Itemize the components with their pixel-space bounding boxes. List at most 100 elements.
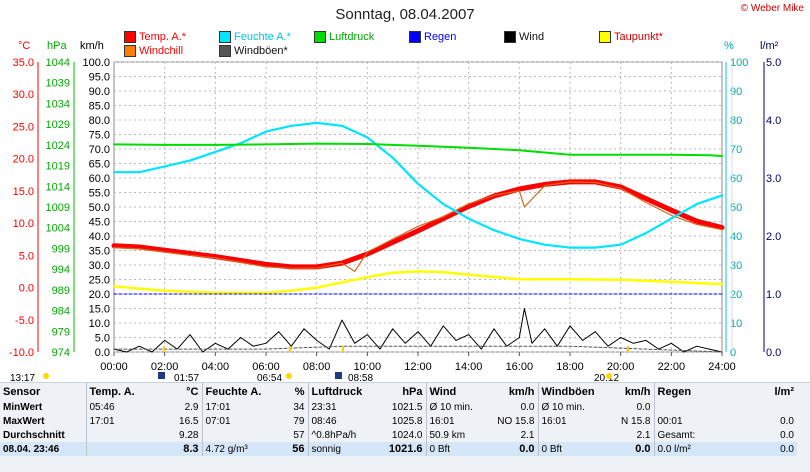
table-cell: 2.1: [636, 429, 651, 441]
table-cell: N 15.8: [621, 415, 651, 427]
x-tick-label: 20:00: [607, 361, 635, 373]
wind-tick-label: 65.0: [89, 159, 110, 171]
event-tick: [163, 346, 165, 352]
table-cell: sonnig: [307, 442, 378, 456]
humidity-unit: %: [724, 40, 734, 52]
legend-item: Regen: [409, 31, 456, 43]
table-cell: Wind: [425, 383, 488, 400]
legend-swatch: [599, 31, 611, 43]
pressure-tick-label: 979: [52, 326, 70, 338]
humidity-tick-label: 40: [730, 231, 742, 243]
humidity-tick-label: 20: [730, 289, 742, 301]
table-cell: 0 Bft: [537, 442, 604, 456]
table-cell: [537, 428, 604, 442]
x-tick-label: 12:00: [404, 361, 432, 373]
table-cell: 1025.8: [391, 415, 423, 427]
pressure-tick-label: 1029: [46, 119, 70, 131]
table-row: Durchschnitt 9.28 57 ^0.8hPa/h 1024.0 50.9 km…: [0, 428, 797, 442]
series-line: [112, 270, 724, 294]
wind-tick-label: 15.0: [89, 304, 110, 316]
table-cell: 1021.6: [378, 442, 426, 456]
table-cell: 2.9: [184, 401, 199, 413]
table-cell: °C: [186, 385, 199, 398]
chart-title: Sonntag, 08.04.2007: [335, 6, 475, 23]
x-tick-label: 10:00: [354, 361, 382, 373]
event-tick: [342, 346, 344, 352]
temp-tick-label: -10.0: [9, 347, 34, 359]
marker-label: 13:17: [10, 373, 35, 382]
rain-tick-label: 2.0: [766, 231, 781, 243]
table-cell: %: [294, 385, 305, 398]
pressure-tick-label: 1024: [46, 140, 70, 152]
table-cell: 0 Bft: [425, 442, 488, 456]
marker-label: 08:58: [348, 373, 373, 382]
rain-unit: l/m²: [760, 40, 779, 52]
table-cell: 05:46: [85, 400, 152, 414]
table-cell: [85, 442, 152, 456]
wind-tick-label: 80.0: [89, 115, 110, 127]
x-tick-label: 22:00: [658, 361, 686, 373]
table-cell: 0.0: [488, 442, 538, 456]
wind-tick-label: 0.0: [95, 347, 110, 359]
legend-item: Luftdruck: [314, 31, 374, 43]
table-cell: 2.1: [520, 429, 535, 441]
pressure-tick-label: 999: [52, 243, 70, 255]
row-label: 08.04. 23:46: [0, 442, 86, 456]
table-cell: 57: [293, 429, 305, 441]
brand-label[interactable]: © Weber Mike: [740, 3, 804, 14]
x-tick-label: 04:00: [202, 361, 230, 373]
humidity-tick-label: 100: [730, 57, 748, 69]
humidity-tick-label: 10: [730, 318, 742, 330]
table-cell: 0.0: [636, 401, 651, 413]
legend-label: Windböen*: [234, 45, 288, 57]
wind-tick-label: 5.0: [95, 333, 110, 345]
rain-tick-label: 5.0: [766, 57, 781, 69]
humidity-tick-label: 0: [730, 347, 736, 359]
table-cell: Feuchte A.: [201, 383, 266, 400]
wind-tick-label: 30.0: [89, 260, 110, 272]
table-cell: 16:01: [425, 414, 488, 428]
legend-swatch: [409, 31, 421, 43]
temp-tick-label: 20.0: [13, 154, 34, 166]
legend-label: Wind: [519, 31, 545, 43]
table-row: MaxWert 17:01 16.5 07:01 79 08:46 1025.8 16:01 N…: [0, 414, 797, 428]
wind-tick-label: 70.0: [89, 144, 110, 156]
table-cell: 0.0: [780, 429, 794, 441]
rain-tick-label: 0.0: [766, 347, 781, 359]
table-cell: km/h: [624, 385, 651, 398]
moon-marker: [158, 372, 165, 379]
table-cell: Regen: [653, 383, 726, 400]
table-cell: [726, 400, 797, 414]
table-cell: 9.28: [179, 429, 199, 441]
table-cell: 00:01: [653, 414, 726, 428]
table-cell: 1021.5: [391, 401, 423, 413]
series-line: [113, 142, 723, 157]
rain-tick-label: 3.0: [766, 173, 781, 185]
marker-label: 01:57: [174, 373, 199, 382]
table-cell: NO 15.8: [497, 415, 535, 427]
humidity-tick-label: 60: [730, 173, 742, 185]
pressure-tick-label: 1019: [46, 161, 70, 173]
pressure-tick-label: 1009: [46, 202, 70, 214]
table-cell: 8.3: [152, 442, 202, 456]
series-line: [113, 308, 723, 353]
table-cell: 0.0: [520, 401, 535, 413]
humidity-tick-label: 30: [730, 260, 742, 272]
table-cell: Ø 10 min.: [537, 400, 604, 414]
legend-label: Feuchte A.*: [234, 31, 291, 43]
table-cell: ^0.8hPa/h: [307, 428, 378, 442]
legend-item: Windböen*: [219, 45, 288, 57]
legend-swatch: [219, 45, 231, 57]
legend-swatch: [314, 31, 326, 43]
table-cell: Luftdruck: [307, 383, 378, 400]
legend-swatch: [124, 45, 136, 57]
pressure-tick-label: 994: [52, 264, 70, 276]
legend-label: Regen: [424, 31, 457, 43]
table-cell: l/m²: [774, 385, 794, 398]
wind-tick-label: 100.0: [82, 57, 110, 69]
humidity-tick-label: 90: [730, 86, 742, 98]
temp-unit: °C: [18, 40, 31, 52]
series-line: [113, 345, 723, 353]
wind-tick-label: 90.0: [89, 86, 110, 98]
legend-swatch: [124, 31, 136, 43]
